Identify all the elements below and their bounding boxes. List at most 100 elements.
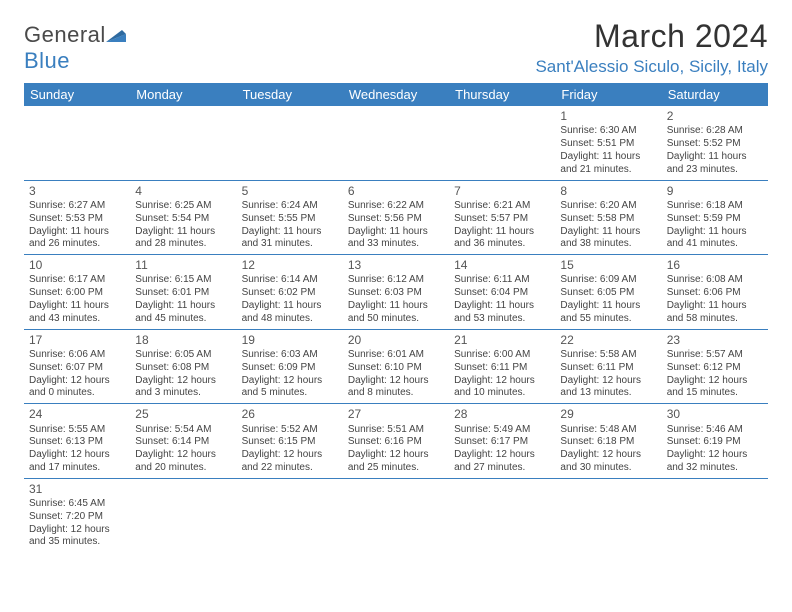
calendar-day-cell: 20Sunrise: 6:01 AMSunset: 6:10 PMDayligh… xyxy=(343,329,449,404)
logo: GeneralBlue xyxy=(24,22,128,74)
sunset-text: Sunset: 5:53 PM xyxy=(29,213,125,226)
daylight-text-1: Daylight: 11 hours xyxy=(348,226,444,239)
calendar-day-cell: 14Sunrise: 6:11 AMSunset: 6:04 PMDayligh… xyxy=(449,255,555,330)
calendar-day-cell: 24 Sunrise: 5:55 AMSunset: 6:13 PMDayligh… xyxy=(24,404,130,479)
weekday-header: Monday xyxy=(130,83,236,106)
day-number: 31 xyxy=(29,482,125,497)
sunrise-text: Sunrise: 6:25 AM xyxy=(135,200,231,213)
header: GeneralBlue March 2024 Sant'Alessio Sicu… xyxy=(24,18,768,77)
sunset-text: Sunset: 5:56 PM xyxy=(348,213,444,226)
daylight-text-2: and 55 minutes. xyxy=(560,313,656,326)
sunrise-text: Sunrise: 6:01 AM xyxy=(348,349,444,362)
calendar-page: GeneralBlue March 2024 Sant'Alessio Sicu… xyxy=(0,0,792,562)
calendar-day-cell: 22Sunrise: 5:58 AMSunset: 6:11 PMDayligh… xyxy=(555,329,661,404)
daylight-text-2: and 36 minutes. xyxy=(454,238,550,251)
day-number: 7 xyxy=(454,184,550,199)
day-info: Sunrise: 6:03 AMSunset: 6:09 PMDaylight:… xyxy=(242,349,338,400)
day-info: Sunrise: 6:25 AMSunset: 5:54 PMDaylight:… xyxy=(135,200,231,251)
sunset-text: Sunset: 6:03 PM xyxy=(348,287,444,300)
sunrise-text: Sunrise: 6:05 AM xyxy=(135,349,231,362)
daylight-text-1: Daylight: 11 hours xyxy=(454,300,550,313)
daylight-text-1: Daylight: 11 hours xyxy=(29,300,125,313)
day-number: 24 xyxy=(29,407,125,422)
sunrise-text: Sunrise: 6:45 AM xyxy=(29,498,125,511)
calendar-week-row: 17Sunrise: 6:06 AMSunset: 6:07 PMDayligh… xyxy=(24,329,768,404)
daylight-text-1: Daylight: 12 hours xyxy=(348,375,444,388)
sunrise-text: Sunrise: 6:14 AM xyxy=(242,274,338,287)
sunset-text: Sunset: 6:13 PM xyxy=(29,436,125,449)
calendar-day-cell: 26Sunrise: 5:52 AMSunset: 6:15 PMDayligh… xyxy=(237,404,343,479)
sunrise-text: Sunrise: 5:51 AM xyxy=(348,424,444,437)
sunset-text: Sunset: 6:14 PM xyxy=(135,436,231,449)
weekday-header: Tuesday xyxy=(237,83,343,106)
daylight-text-1: Daylight: 11 hours xyxy=(242,226,338,239)
daylight-text-1: Daylight: 12 hours xyxy=(560,449,656,462)
daylight-text-1: Daylight: 12 hours xyxy=(454,449,550,462)
daylight-text-2: and 5 minutes. xyxy=(242,387,338,400)
sunrise-text: Sunrise: 6:28 AM xyxy=(667,125,763,138)
sunset-text: Sunset: 6:04 PM xyxy=(454,287,550,300)
calendar-table: Sunday Monday Tuesday Wednesday Thursday… xyxy=(24,83,768,552)
day-number: 23 xyxy=(667,333,763,348)
daylight-text-2: and 22 minutes. xyxy=(242,462,338,475)
day-info: Sunrise: 6:08 AMSunset: 6:06 PMDaylight:… xyxy=(667,274,763,325)
daylight-text-2: and 50 minutes. xyxy=(348,313,444,326)
calendar-day-cell: 8Sunrise: 6:20 AMSunset: 5:58 PMDaylight… xyxy=(555,180,661,255)
sunrise-text: Sunrise: 6:00 AM xyxy=(454,349,550,362)
daylight-text-1: Daylight: 12 hours xyxy=(135,449,231,462)
sunset-text: Sunset: 6:17 PM xyxy=(454,436,550,449)
sunset-text: Sunset: 6:01 PM xyxy=(135,287,231,300)
sunrise-text: Sunrise: 6:15 AM xyxy=(135,274,231,287)
sunrise-text: Sunrise: 6:22 AM xyxy=(348,200,444,213)
calendar-day-cell: 4Sunrise: 6:25 AMSunset: 5:54 PMDaylight… xyxy=(130,180,236,255)
day-info: Sunrise: 5:58 AMSunset: 6:11 PMDaylight:… xyxy=(560,349,656,400)
daylight-text-1: Daylight: 11 hours xyxy=(560,151,656,164)
daylight-text-2: and 30 minutes. xyxy=(560,462,656,475)
daylight-text-1: Daylight: 12 hours xyxy=(348,449,444,462)
day-info: Sunrise: 6:22 AMSunset: 5:56 PMDaylight:… xyxy=(348,200,444,251)
sunrise-text: Sunrise: 5:55 AM xyxy=(29,424,125,437)
day-number: 30 xyxy=(667,407,763,422)
daylight-text-2: and 31 minutes. xyxy=(242,238,338,251)
calendar-day-cell: 29Sunrise: 5:48 AMSunset: 6:18 PMDayligh… xyxy=(555,404,661,479)
sunrise-text: Sunrise: 6:08 AM xyxy=(667,274,763,287)
sunset-text: Sunset: 6:11 PM xyxy=(560,362,656,375)
calendar-day-cell: 16Sunrise: 6:08 AMSunset: 6:06 PMDayligh… xyxy=(662,255,768,330)
sunset-text: Sunset: 5:58 PM xyxy=(560,213,656,226)
daylight-text-2: and 23 minutes. xyxy=(667,164,763,177)
sunrise-text: Sunrise: 5:58 AM xyxy=(560,349,656,362)
sunset-text: Sunset: 5:54 PM xyxy=(135,213,231,226)
calendar-day-cell: 10Sunrise: 6:17 AMSunset: 6:00 PMDayligh… xyxy=(24,255,130,330)
weekday-header: Friday xyxy=(555,83,661,106)
calendar-day-cell: 25Sunrise: 5:54 AMSunset: 6:14 PMDayligh… xyxy=(130,404,236,479)
location: Sant'Alessio Siculo, Sicily, Italy xyxy=(535,57,768,77)
logo-text-a: General xyxy=(24,22,106,47)
day-number: 14 xyxy=(454,258,550,273)
daylight-text-2: and 35 minutes. xyxy=(29,536,125,549)
day-info: Sunrise: 6:14 AMSunset: 6:02 PMDaylight:… xyxy=(242,274,338,325)
sunrise-text: Sunrise: 5:54 AM xyxy=(135,424,231,437)
daylight-text-2: and 25 minutes. xyxy=(348,462,444,475)
calendar-empty-cell xyxy=(237,106,343,180)
daylight-text-1: Daylight: 12 hours xyxy=(29,524,125,537)
daylight-text-1: Daylight: 12 hours xyxy=(29,449,125,462)
daylight-text-1: Daylight: 11 hours xyxy=(135,226,231,239)
daylight-text-2: and 20 minutes. xyxy=(135,462,231,475)
calendar-week-row: 1Sunrise: 6:30 AMSunset: 5:51 PMDaylight… xyxy=(24,106,768,180)
day-number: 20 xyxy=(348,333,444,348)
sunset-text: Sunset: 6:07 PM xyxy=(29,362,125,375)
daylight-text-1: Daylight: 12 hours xyxy=(667,449,763,462)
daylight-text-2: and 32 minutes. xyxy=(667,462,763,475)
daylight-text-1: Daylight: 11 hours xyxy=(348,300,444,313)
sunset-text: Sunset: 6:06 PM xyxy=(667,287,763,300)
daylight-text-2: and 10 minutes. xyxy=(454,387,550,400)
day-info: Sunrise: 6:06 AMSunset: 6:07 PMDaylight:… xyxy=(29,349,125,400)
sunrise-text: Sunrise: 5:46 AM xyxy=(667,424,763,437)
sunset-text: Sunset: 7:20 PM xyxy=(29,511,125,524)
daylight-text-1: Daylight: 11 hours xyxy=(667,300,763,313)
daylight-text-2: and 41 minutes. xyxy=(667,238,763,251)
sunrise-text: Sunrise: 6:30 AM xyxy=(560,125,656,138)
calendar-empty-cell xyxy=(449,106,555,180)
weekday-header: Wednesday xyxy=(343,83,449,106)
day-number: 10 xyxy=(29,258,125,273)
